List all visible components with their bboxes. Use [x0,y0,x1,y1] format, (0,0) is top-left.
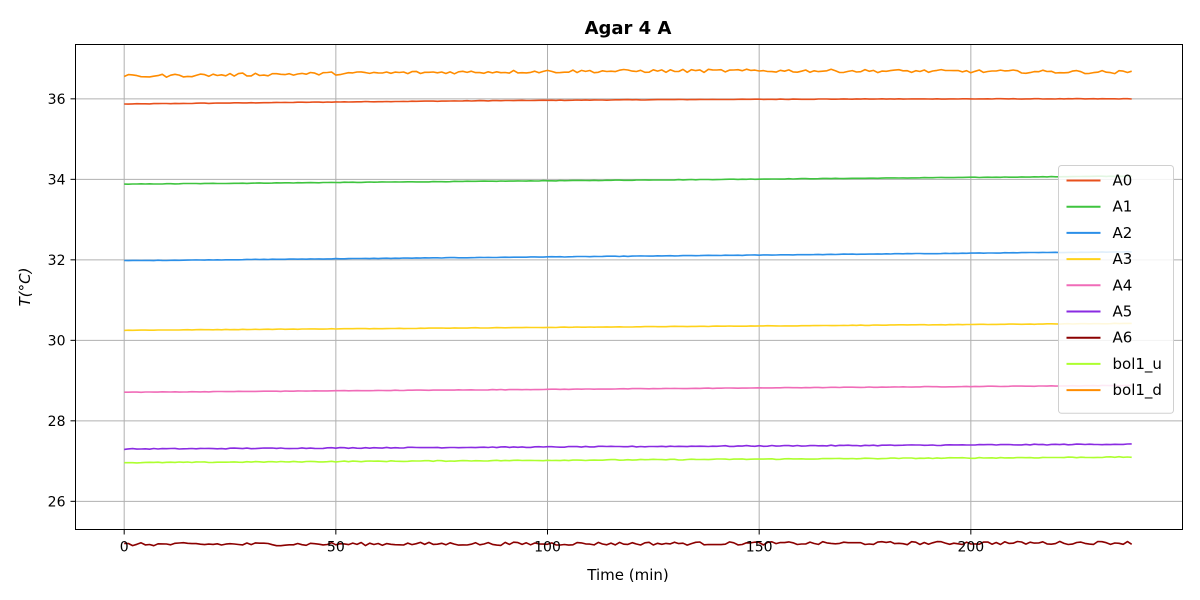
series-line-A6 [124,540,1133,547]
legend-label: A0 [1113,172,1133,190]
y-tick-label: 28 [48,414,66,430]
x-axis-label: Time (min) [586,566,668,584]
legend-label: A5 [1113,303,1133,321]
y-tick-label: 30 [48,333,66,349]
series-line-bol1-d [123,68,1132,78]
x-tick-label: 100 [534,540,561,556]
y-tick-label: 26 [48,494,66,510]
series-group [123,68,1133,547]
legend-label: A2 [1113,224,1133,242]
series-line-A3 [124,322,1132,332]
legend-label: bol1_d [1113,381,1162,400]
series-line-A5 [124,443,1132,451]
y-tick-label: 36 [48,92,66,108]
series-line-A1 [124,175,1132,185]
plot-frame [75,44,1183,530]
legend-box [1058,165,1174,414]
y-axis-label: T(°C) [16,268,34,307]
legend-label: A3 [1113,250,1133,268]
series-line-A2 [124,250,1132,262]
series-line-bol1-u [124,455,1132,464]
y-tick-label: 32 [48,253,66,269]
y-tick-label: 34 [48,172,66,188]
x-tick-label: 150 [746,540,773,556]
chart-title: Agar 4 A [585,18,672,39]
legend-label: bol1_u [1113,355,1162,374]
legend-label: A1 [1113,198,1133,216]
x-tick-label: 50 [327,540,345,556]
series-line-A0 [124,97,1132,105]
legend-label: A6 [1113,329,1133,347]
x-tick-label: 0 [120,540,129,556]
grid [75,44,1183,530]
series-line-A4 [124,384,1132,394]
x-tick-label: 200 [957,540,984,556]
legend-label: A4 [1113,276,1133,294]
tick-group: 0 50 100 150 200 26 28 30 32 34 36 [48,92,985,556]
legend: A0 A1 A2 A3 A4 A5 A6 bol1_u bol1_d [1058,165,1174,414]
